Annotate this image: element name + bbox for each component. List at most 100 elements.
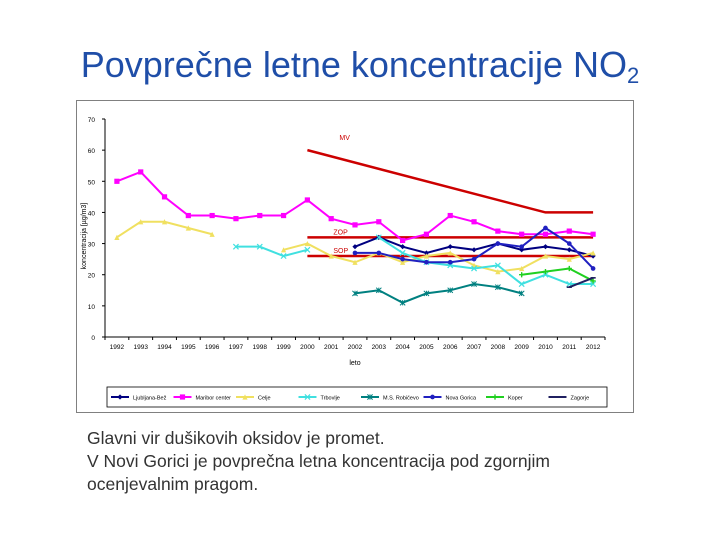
data-point xyxy=(495,269,501,275)
slide-title-main: Povprečne letne koncentracije NO xyxy=(80,44,628,85)
data-point xyxy=(367,394,373,400)
data-point xyxy=(590,266,596,271)
data-point xyxy=(179,394,186,400)
data-point xyxy=(519,231,525,237)
data-point xyxy=(328,216,334,222)
legend-label: Zagorje xyxy=(571,396,590,402)
x-tick-label: 2007 xyxy=(467,344,482,351)
data-point xyxy=(471,247,477,253)
data-point xyxy=(242,394,248,400)
data-point xyxy=(114,178,120,184)
data-point xyxy=(566,228,572,234)
legend-label: Koper xyxy=(508,396,523,402)
data-point xyxy=(400,259,406,265)
data-point xyxy=(304,246,311,253)
data-point xyxy=(209,231,215,237)
series-line xyxy=(378,236,594,286)
reference-line-mv xyxy=(307,148,594,214)
line-chart: 0 10 20 30 40 50 60 70 1992 1993 1994 1995 1996 1997 1… xyxy=(81,117,608,408)
x-tick-label: 1998 xyxy=(253,344,268,351)
legend-label: M.S. Robičevo xyxy=(383,396,419,402)
x-tick-label: 1992 xyxy=(110,344,125,351)
y-tick-label: 60 xyxy=(88,148,96,155)
data-point xyxy=(256,243,263,250)
data-point xyxy=(495,241,501,246)
data-point xyxy=(447,244,453,250)
legend-label: Trbovlje xyxy=(321,396,340,402)
y-tick-label: 30 xyxy=(88,242,96,249)
data-point xyxy=(590,281,597,288)
data-point xyxy=(542,244,549,250)
x-tick-label: 2000 xyxy=(300,344,315,351)
caption-line-2: V Novi Gorici je povprečna letna koncent… xyxy=(87,451,551,471)
x-tick-label: 2005 xyxy=(419,344,434,351)
series-8 xyxy=(566,276,596,289)
series-6 xyxy=(352,225,596,271)
data-point xyxy=(376,250,382,256)
y-tick-label: 40 xyxy=(88,210,96,217)
data-point xyxy=(161,194,168,200)
data-point xyxy=(400,244,406,250)
data-point xyxy=(566,265,572,272)
reference-label-zop: ZOP xyxy=(333,229,348,236)
data-point xyxy=(185,225,191,231)
data-point xyxy=(352,222,358,228)
y-axis-title: koncentracija [µg/m3] xyxy=(81,203,88,270)
x-tick-label: 2008 xyxy=(491,344,506,351)
series-7 xyxy=(519,265,596,284)
data-point xyxy=(280,212,287,219)
x-tick-label: 2009 xyxy=(514,344,529,351)
x-tick-label: 2002 xyxy=(348,344,363,351)
data-point xyxy=(304,393,311,401)
data-point xyxy=(542,231,549,237)
x-tick-label: 2006 xyxy=(443,344,458,351)
x-tick-label: 1999 xyxy=(276,344,291,351)
legend-label: Ljubljana-Bež xyxy=(133,396,167,402)
y-tick-label: 70 xyxy=(88,117,96,124)
data-point xyxy=(352,259,358,265)
data-point xyxy=(161,219,168,225)
x-tick-label: 2004 xyxy=(395,344,410,351)
data-point xyxy=(423,250,430,256)
legend-label: Celje xyxy=(258,396,271,402)
x-tick-label: 2012 xyxy=(586,344,601,351)
data-point xyxy=(352,290,358,297)
caption: Glavni vir dušikovih oksidov je promet. … xyxy=(87,427,687,496)
chart-frame: 0 10 20 30 40 50 60 70 1992 1993 1994 1995 1996 1997 1… xyxy=(76,100,634,413)
slide-title: Povprečne letne koncentracije NO2 xyxy=(0,44,720,89)
series-2 xyxy=(114,169,596,244)
data-point xyxy=(352,244,358,250)
x-tick-label: 1993 xyxy=(133,344,148,351)
data-point xyxy=(543,225,548,231)
y-tick-label: 0 xyxy=(91,335,95,342)
data-point xyxy=(447,250,453,256)
data-point xyxy=(519,247,525,253)
data-point xyxy=(519,265,525,272)
x-tick-label: 1995 xyxy=(181,344,196,351)
data-point xyxy=(566,256,572,262)
data-point xyxy=(590,250,596,256)
data-point xyxy=(257,212,263,219)
data-point xyxy=(471,256,477,262)
series-line xyxy=(354,283,522,304)
data-point xyxy=(447,212,453,219)
data-point xyxy=(447,287,454,294)
data-point xyxy=(471,219,477,225)
reference-label-mv: MV xyxy=(339,135,350,142)
x-axis-title: leto xyxy=(349,360,360,367)
x-tick-label: 2003 xyxy=(372,344,387,351)
data-point xyxy=(352,250,358,256)
data-point xyxy=(185,212,191,219)
data-point xyxy=(494,284,501,291)
series-line xyxy=(568,276,594,289)
data-point xyxy=(447,259,453,265)
series-3 xyxy=(114,219,596,275)
data-point xyxy=(423,231,430,237)
y-tick-label: 10 xyxy=(88,304,96,311)
data-point xyxy=(518,290,525,297)
data-point xyxy=(232,243,239,250)
series-4 xyxy=(232,234,597,288)
x-tick-label: 2001 xyxy=(324,344,339,351)
data-point xyxy=(518,281,525,288)
legend-box xyxy=(106,386,608,408)
